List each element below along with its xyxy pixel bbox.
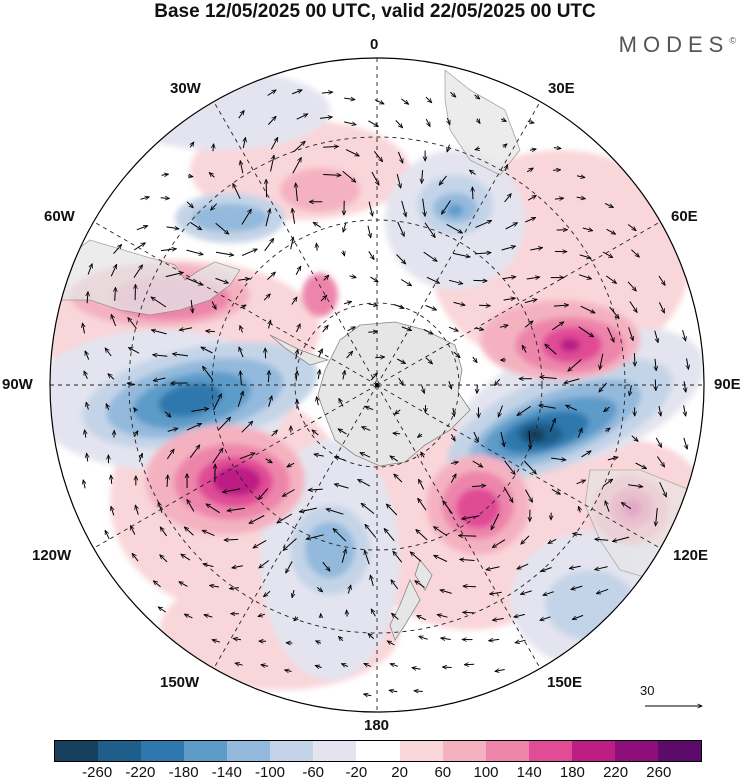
colorbar-tick-label: 100 (473, 764, 498, 781)
colorbar-segment (270, 741, 313, 761)
label-lon-30e: 30E (548, 80, 575, 97)
label-lon-30w: 30W (170, 80, 201, 97)
colorbar-tick-label: -20 (346, 764, 368, 781)
wind-arrow (265, 348, 266, 358)
colorbar-segment (529, 741, 572, 761)
wind-arrow (224, 539, 238, 540)
south-pole-marker (375, 383, 379, 387)
colorbar-segment (486, 741, 529, 761)
label-lon-90w: 90W (2, 376, 33, 393)
wind-arrow (206, 331, 215, 332)
colorbar-tick-label: 60 (434, 764, 451, 781)
label-lon-0: 0 (370, 36, 378, 53)
wind-arrow (188, 176, 193, 177)
colorbar-segment (98, 741, 141, 761)
colorbar-tick-label: -60 (302, 764, 324, 781)
label-lon-180: 180 (364, 717, 389, 734)
wind-arrow (266, 179, 267, 197)
wind-arrow (463, 612, 474, 613)
label-lon-60w: 60W (44, 208, 75, 225)
label-lon-120e: 120E (673, 547, 708, 564)
wind-arrow (213, 144, 214, 151)
wind-arrow (479, 305, 490, 306)
colorbar-segment (184, 741, 227, 761)
colorbar-tick-label: -140 (212, 764, 242, 781)
colorbar-tick-label: -180 (169, 764, 199, 781)
colorbar (54, 740, 702, 762)
wind-arrow (553, 170, 561, 171)
colorbar-segment (572, 741, 615, 761)
anomaly-field (30, 50, 723, 730)
colorbar-segment (615, 741, 658, 761)
reference-vector-label: 30 (640, 683, 654, 698)
label-lon-150e: 150E (547, 674, 582, 691)
colorbar-tick-label: 220 (603, 764, 628, 781)
colorbar-tick-label: -220 (125, 764, 155, 781)
colorbar-segment (400, 741, 443, 761)
colorbar-tick-label: 140 (517, 764, 542, 781)
wind-arrow (655, 380, 656, 391)
colorbar-segment (227, 741, 270, 761)
wind-arrow (347, 610, 348, 617)
polar-map (0, 0, 750, 735)
colorbar-tick-label: 260 (646, 764, 671, 781)
label-lon-60e: 60E (671, 208, 698, 225)
colorbar-ticks: -260 -220 -180 -140 -100 -60 -20 20 60 100 140 180 2… (0, 764, 750, 784)
wind-arrow (464, 664, 474, 665)
wind-arrow (472, 187, 473, 199)
label-lon-120w: 120W (32, 547, 71, 564)
wind-arrow (463, 586, 476, 587)
colorbar-segment (313, 741, 356, 761)
colorbar-segment (55, 741, 98, 761)
wind-arrow (459, 536, 477, 537)
colorbar-tick-label: -260 (82, 764, 112, 781)
colorbar-segment (443, 741, 486, 761)
wind-arrow (442, 667, 451, 668)
label-lon-90e: 90E (714, 376, 741, 393)
colorbar-segment (356, 741, 399, 761)
colorbar-segment (141, 741, 184, 761)
colorbar-segment (658, 741, 701, 761)
label-lon-150w: 150W (160, 674, 199, 691)
colorbar-tick-label: -100 (255, 764, 285, 781)
wind-arrow (473, 280, 487, 281)
wind-arrow (268, 371, 269, 383)
wind-arrow (634, 353, 635, 366)
colorbar-tick-label: 180 (560, 764, 585, 781)
colorbar-tick-label: 20 (391, 764, 408, 781)
